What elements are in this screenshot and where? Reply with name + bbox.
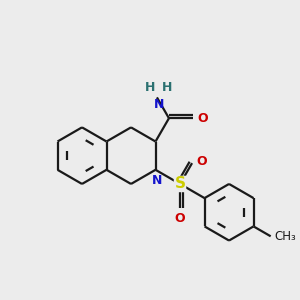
Text: N: N [152,174,162,187]
Text: O: O [197,112,208,125]
Text: CH₃: CH₃ [274,230,296,243]
Text: O: O [196,155,207,168]
Text: H: H [145,81,155,94]
Text: N: N [154,98,164,111]
Text: H: H [162,81,172,94]
Text: O: O [175,212,185,225]
Text: S: S [175,176,185,191]
